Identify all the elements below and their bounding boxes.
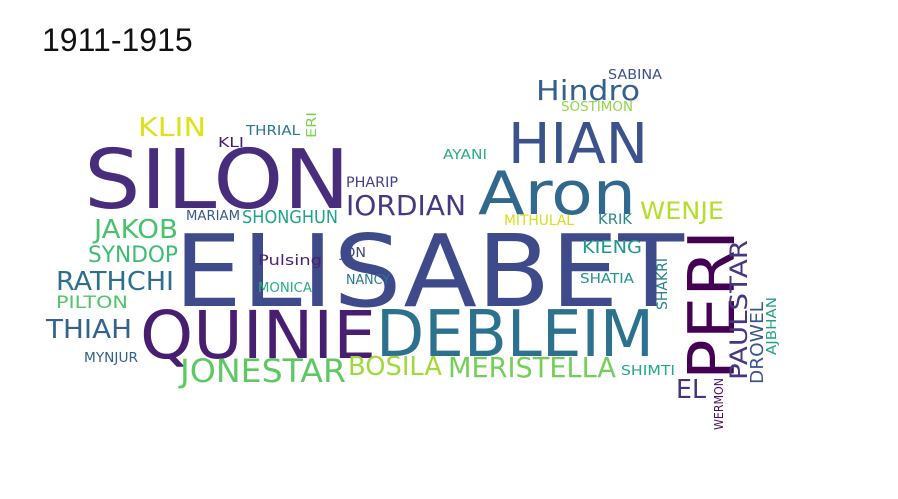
word-shimti: SHIMTI — [621, 364, 675, 379]
word-jonestar: JONESTAR — [178, 352, 346, 390]
word-quinie: QUINIE — [140, 297, 376, 374]
word-pilton: PILTON — [56, 293, 128, 313]
word-eri: ERI — [305, 112, 320, 138]
word-sabina: SABINA — [608, 68, 662, 83]
word-shatia: SHATIA — [580, 272, 634, 287]
word-syndop: SYNDOP — [88, 243, 178, 268]
word-nancy: NANCY — [346, 273, 390, 288]
word-thrial: THRIAL — [245, 124, 301, 139]
word-el: EL — [676, 375, 706, 405]
word-iordian: IORDIAN — [346, 189, 466, 222]
word-krik: KRIK — [598, 212, 633, 228]
word-aron: Aron — [478, 159, 636, 229]
word-kieng: KIENG — [582, 237, 642, 258]
word-thiah: THIAH — [45, 315, 132, 345]
word-mithulal: MITHULAL — [504, 213, 574, 229]
word-pulsing: Pulsing — [258, 253, 322, 269]
word-shakri: SHAKRI — [655, 258, 671, 310]
word-sostimon: SOSTIMON — [561, 100, 633, 115]
word-silon: SILON — [84, 133, 350, 228]
word-drowel: DROWEL — [747, 302, 768, 384]
word-shonghun: SHONGHUN — [242, 207, 338, 228]
chart-title: 1911-1915 — [42, 22, 193, 58]
word-elisabet: ELISABET — [174, 213, 685, 330]
word-monica: MONICA — [258, 281, 312, 296]
word-bosila: BOSILA — [348, 352, 442, 382]
word-pharip: PHARIP — [346, 175, 398, 191]
word-paulstar: PAULSTAR — [725, 240, 753, 380]
word-hian: HIAN — [508, 112, 648, 177]
word-ajbhan: AJBHAN — [765, 297, 780, 355]
word-mariam: MARIAM — [186, 209, 240, 224]
word-rathchi: RATHCHI — [56, 267, 174, 297]
word-wenje: WENJE — [640, 197, 724, 225]
word-mynjur: MYNJUR — [84, 351, 138, 366]
word-debleim: DEBLEIM — [376, 298, 654, 372]
word-kli: KLI — [218, 136, 244, 151]
word-peri: PERI — [676, 230, 750, 380]
word-ayani: AYANI — [443, 148, 487, 163]
word-hindro: Hindro — [536, 74, 640, 107]
word-wermon: WERMON — [712, 378, 726, 430]
word-klin: KLIN — [138, 113, 206, 143]
word-jakob: JAKOB — [92, 215, 178, 245]
word-meristella: MERISTELLA — [448, 351, 616, 384]
word-jon: JON — [339, 246, 366, 261]
